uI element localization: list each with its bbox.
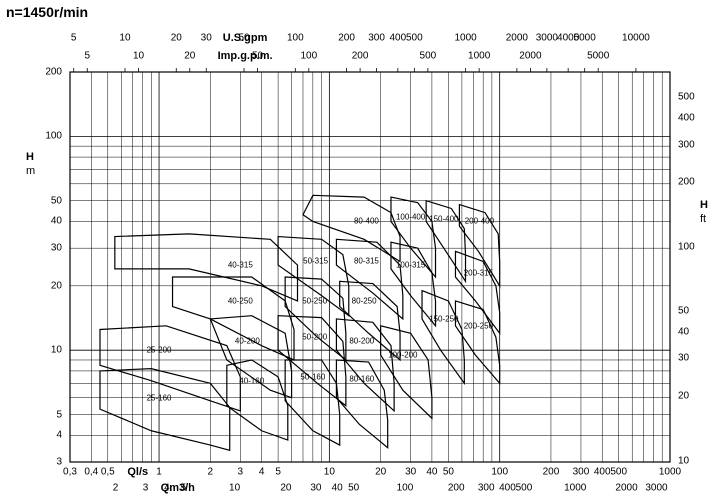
- chart-canvas: [0, 0, 726, 502]
- envelope-label: 80-400: [354, 217, 379, 226]
- envelope-label: 100-400: [396, 212, 425, 221]
- envelope-label: 25-200: [147, 346, 172, 355]
- envelope-label: 200-400: [465, 217, 494, 226]
- envelope-label: 40-160: [239, 376, 264, 385]
- pump-selection-chart: n=1450r/min 25-16025-20040-16040-20040-2…: [0, 0, 726, 502]
- envelope-label: 80-250: [352, 296, 377, 305]
- envelope-label: 80-160: [349, 375, 374, 384]
- envelope-label: 25-160: [147, 393, 172, 402]
- envelope-label: 150-400: [429, 215, 458, 224]
- envelope-label: 40-315: [228, 261, 253, 270]
- envelope-label: 50-200: [302, 333, 327, 342]
- envelope-label: 100-315: [396, 261, 425, 270]
- envelope-label: 80-315: [354, 257, 379, 266]
- envelope-label: 200-315: [464, 268, 493, 277]
- envelope-label: 50-250: [302, 296, 327, 305]
- envelope-label: 150-250: [429, 314, 458, 323]
- envelope-label: 80-200: [349, 337, 374, 346]
- envelope-label: 50-160: [300, 372, 325, 381]
- envelope-label: 50-315: [303, 257, 328, 266]
- envelope-label: 40-250: [228, 296, 253, 305]
- envelope-label: 100-200: [388, 350, 417, 359]
- envelope-label: 40-200: [235, 337, 260, 346]
- envelope-label: 200-250: [464, 321, 493, 330]
